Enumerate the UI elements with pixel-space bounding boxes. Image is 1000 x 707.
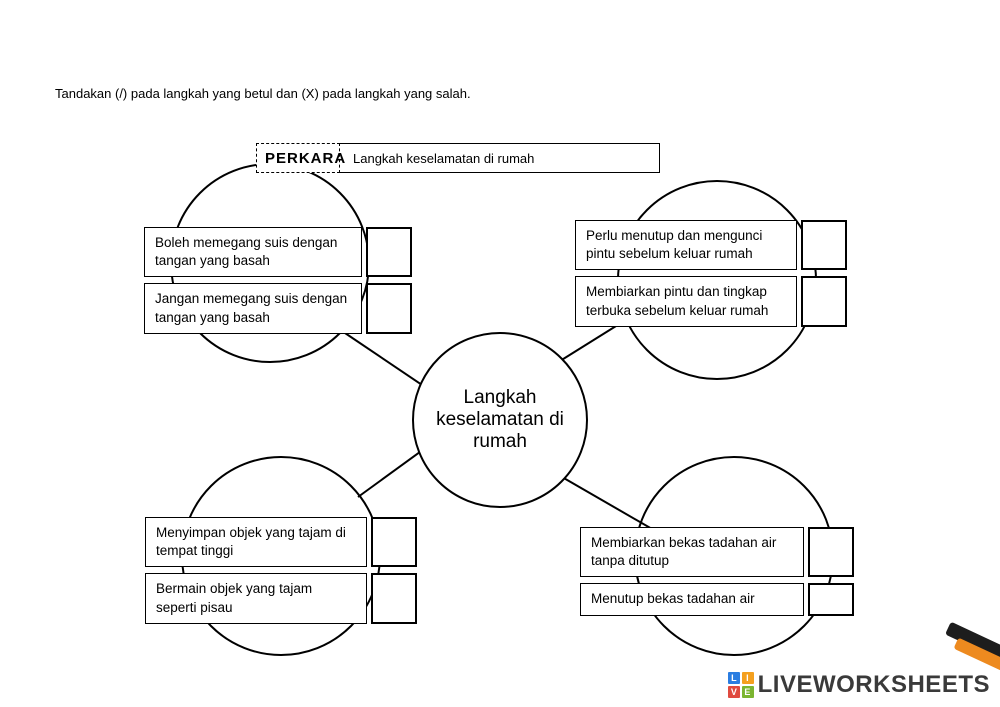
answer-box[interactable] — [801, 276, 847, 326]
statement-text: Menyimpan objek yang tajam di tempat tin… — [145, 517, 367, 567]
statement-row: Menyimpan objek yang tajam di tempat tin… — [145, 517, 417, 567]
watermark-text: LIVEWORKSHEETS — [758, 671, 990, 699]
statement-text: Perlu menutup dan mengunci pintu sebelum… — [575, 220, 797, 270]
statement-row: Membiarkan bekas tadahan air tanpa ditut… — [580, 527, 854, 577]
statement-text: Membiarkan pintu dan tingkap terbuka seb… — [575, 276, 797, 326]
group-top-left: Boleh memegang suis dengan tangan yang b… — [144, 227, 412, 340]
statement-row: Bermain objek yang tajam seperti pisau — [145, 573, 417, 623]
statement-text: Menutup bekas tadahan air — [580, 583, 804, 615]
perkara-label: PERKARA — [256, 143, 340, 173]
instruction-text: Tandakan (/) pada langkah yang betul dan… — [55, 86, 471, 101]
statement-text: Boleh memegang suis dengan tangan yang b… — [144, 227, 362, 277]
statement-row: Perlu menutup dan mengunci pintu sebelum… — [575, 220, 847, 270]
statement-row: Membiarkan pintu dan tingkap terbuka seb… — [575, 276, 847, 326]
answer-box[interactable] — [808, 527, 854, 577]
answer-box[interactable] — [366, 227, 412, 277]
statement-row: Menutup bekas tadahan air — [580, 583, 854, 615]
center-topic: Langkah keselamatan di rumah — [412, 332, 588, 508]
statement-row: Jangan memegang suis dengan tangan yang … — [144, 283, 412, 333]
corner-accent — [948, 607, 1000, 657]
group-bottom-right: Membiarkan bekas tadahan air tanpa ditut… — [580, 527, 854, 622]
answer-box[interactable] — [808, 583, 854, 615]
group-top-right: Perlu menutup dan mengunci pintu sebelum… — [575, 220, 847, 333]
perkara-subject: Langkah keselamatan di rumah — [338, 143, 660, 173]
statement-text: Bermain objek yang tajam seperti pisau — [145, 573, 367, 623]
center-topic-label: Langkah keselamatan di rumah — [432, 387, 568, 453]
statement-text: Jangan memegang suis dengan tangan yang … — [144, 283, 362, 333]
watermark-logo-icon: L I V E — [728, 672, 754, 698]
answer-box[interactable] — [366, 283, 412, 333]
answer-box[interactable] — [371, 517, 417, 567]
answer-box[interactable] — [801, 220, 847, 270]
connector-br — [562, 476, 658, 533]
answer-box[interactable] — [371, 573, 417, 623]
statement-row: Boleh memegang suis dengan tangan yang b… — [144, 227, 412, 277]
watermark: L I V E LIVEWORKSHEETS — [728, 671, 990, 699]
group-bottom-left: Menyimpan objek yang tajam di tempat tin… — [145, 517, 417, 630]
statement-text: Membiarkan bekas tadahan air tanpa ditut… — [580, 527, 804, 577]
perkara-header: PERKARA Langkah keselamatan di rumah — [256, 143, 660, 173]
